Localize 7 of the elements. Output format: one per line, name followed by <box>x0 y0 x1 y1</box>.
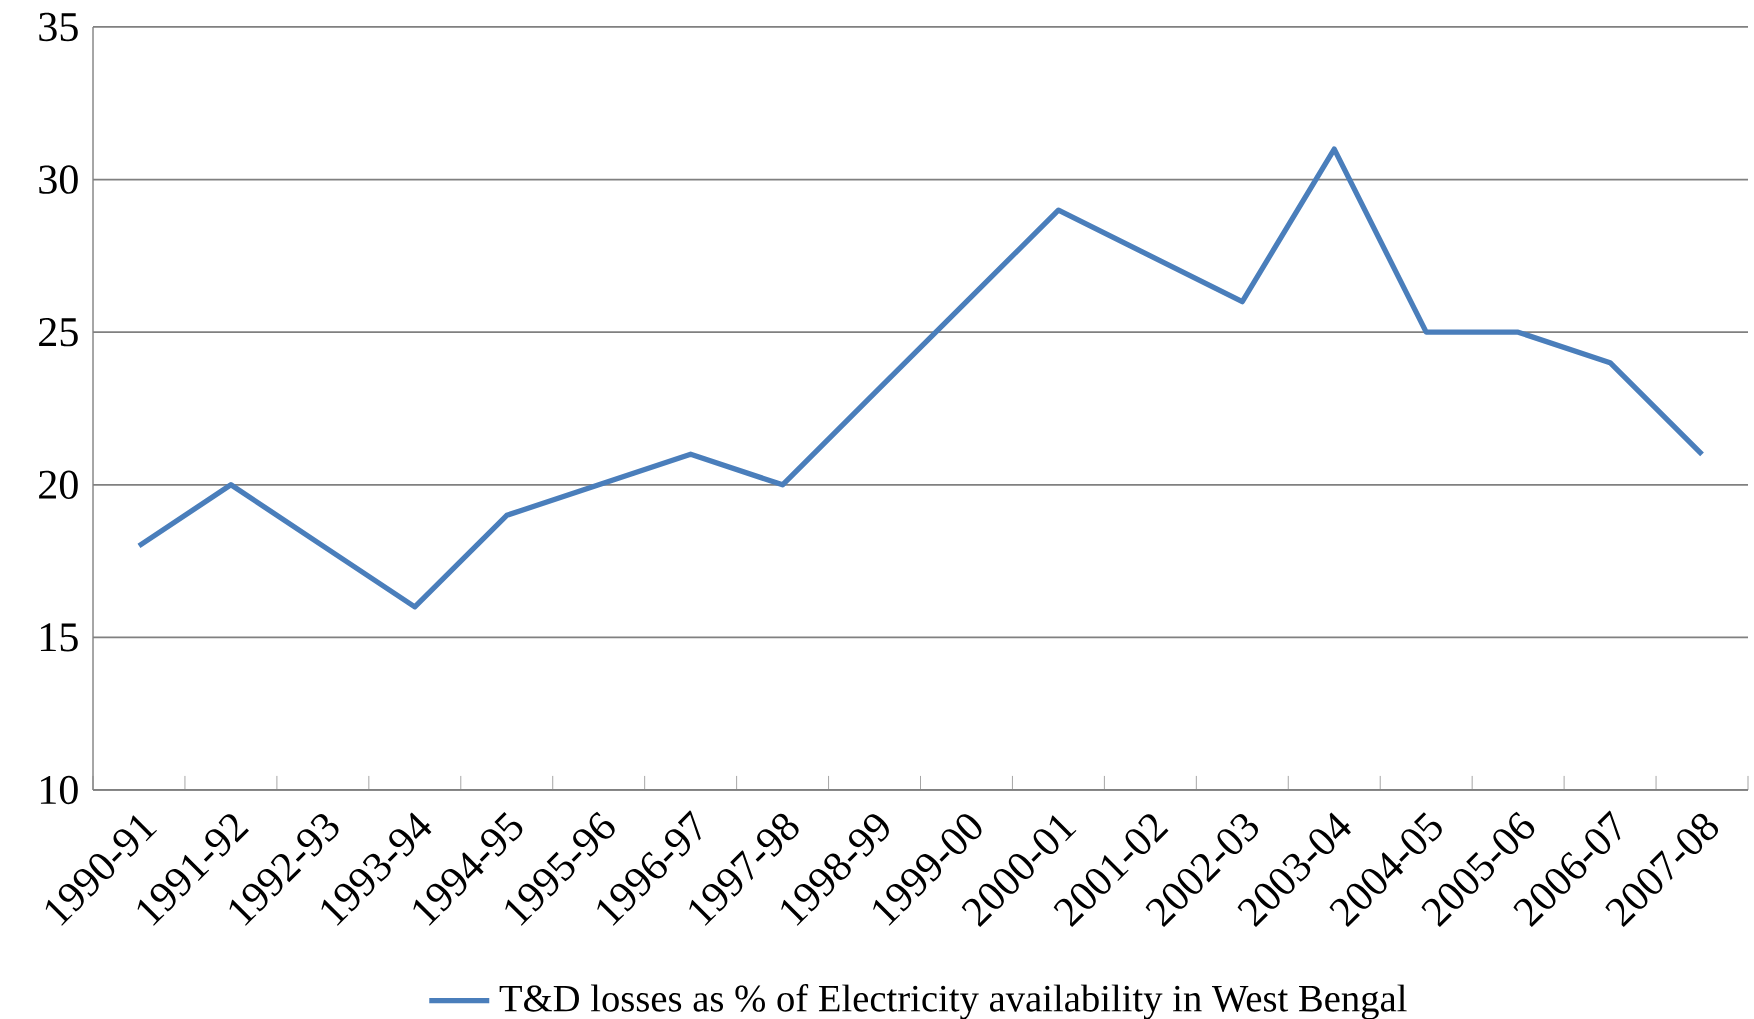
y-tick-label: 25 <box>39 318 78 347</box>
y-tick-label: 30 <box>39 165 78 194</box>
y-tick-label: 20 <box>39 470 78 499</box>
y-tick-label: 15 <box>40 623 78 652</box>
y-tick-label: 35 <box>39 12 78 42</box>
legend-label: T&D losses as % of Electricity availability in West Bengal <box>499 984 1407 1019</box>
y-tick-label: 10 <box>40 775 78 805</box>
